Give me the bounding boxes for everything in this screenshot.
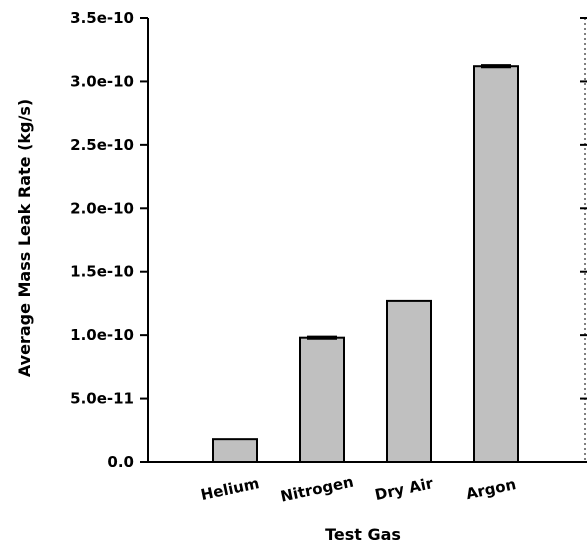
- bar-dry-air: [386, 299, 432, 463]
- plot-area: [212, 64, 519, 463]
- x-tick-label: Nitrogen: [279, 473, 355, 506]
- x-axis-title: Test Gas: [325, 525, 401, 544]
- y-tick-label: 2.0e-10: [70, 199, 134, 217]
- x-tick-label: Argon: [464, 475, 517, 503]
- y-tick-label: 0.0: [107, 453, 134, 471]
- bar-argon: [473, 65, 519, 463]
- y-tick-label: 5.0e-11: [70, 390, 134, 408]
- y-tick-label: 3.0e-10: [70, 72, 134, 90]
- x-tick-label: Helium: [199, 474, 261, 504]
- y-axis-title: Average Mass Leak Rate (kg/s): [15, 99, 34, 377]
- bar-helium: [212, 438, 258, 463]
- y-tick-label: 1.0e-10: [70, 326, 134, 344]
- x-tick-label: Dry Air: [373, 474, 435, 504]
- y-tick-label: 1.5e-10: [70, 263, 134, 281]
- bar-nitrogen: [299, 336, 345, 463]
- y-tick-label: 2.5e-10: [70, 136, 134, 154]
- y-tick-label: 3.5e-10: [70, 9, 134, 27]
